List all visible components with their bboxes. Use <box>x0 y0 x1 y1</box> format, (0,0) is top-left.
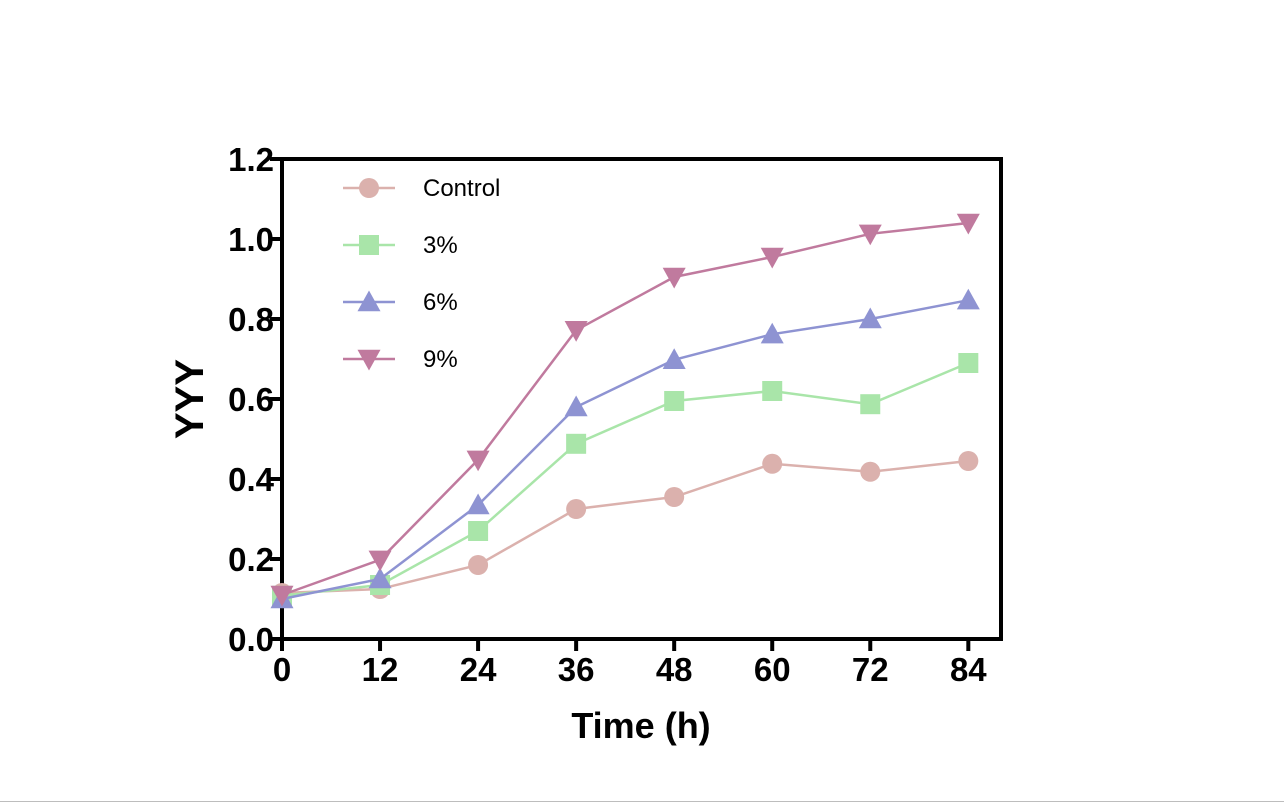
legend-marker <box>359 235 379 255</box>
legend-item: 6% <box>343 289 458 316</box>
series-line <box>281 361 969 598</box>
data-point <box>760 247 784 269</box>
data-point <box>956 213 980 235</box>
x-axis-ticks: 0 12 24 36 48 60 72 84 <box>273 639 987 688</box>
x-tick-label: 60 <box>754 651 791 688</box>
data-point <box>762 453 783 474</box>
legend-marker <box>357 290 381 312</box>
data-point <box>468 555 489 575</box>
data-point <box>958 353 979 373</box>
series-line <box>281 221 969 597</box>
x-tick-label: 72 <box>852 651 889 688</box>
legend-marker <box>359 178 379 198</box>
data-point <box>468 521 489 541</box>
series-line <box>281 459 969 595</box>
data-point <box>662 267 686 289</box>
y-tick-label: 0.0 <box>228 621 274 658</box>
data-point <box>860 394 881 415</box>
data-point <box>466 450 490 472</box>
x-tick-label: 48 <box>656 651 693 688</box>
y-tick-label: 0.4 <box>228 461 275 498</box>
y-axis-ticks: 0.0 0.2 0.4 0.6 0.8 1.0 1.2 <box>228 141 282 658</box>
data-point <box>368 550 392 572</box>
legend: Control 3% 6% 9% <box>343 175 500 373</box>
legend-label: 9% <box>423 346 458 373</box>
x-tick-label: 24 <box>460 651 497 688</box>
legend-label: Control <box>423 175 500 202</box>
series-3 <box>270 213 980 607</box>
data-point <box>270 585 294 607</box>
data-point <box>664 391 685 411</box>
data-point <box>566 499 587 519</box>
y-tick-label: 0.6 <box>228 381 274 418</box>
series-2 <box>270 288 980 609</box>
data-point <box>368 567 392 589</box>
y-axis-label: YYY <box>168 359 212 439</box>
data-point <box>664 487 685 507</box>
legend-label: 6% <box>423 289 458 316</box>
data-point <box>564 321 588 342</box>
x-tick-label: 12 <box>362 651 399 688</box>
x-tick-label: 0 <box>273 651 291 688</box>
legend-item: 3% <box>343 232 458 259</box>
data-point <box>858 224 882 246</box>
data-point <box>564 395 588 417</box>
data-point <box>762 381 783 401</box>
legend-marker <box>357 349 381 371</box>
x-tick-label: 36 <box>558 651 595 688</box>
y-tick-label: 0.8 <box>228 301 274 338</box>
y-tick-label: 1.2 <box>228 141 274 178</box>
bottom-divider <box>0 801 1284 802</box>
data-point <box>956 288 980 310</box>
y-tick-label: 1.0 <box>228 221 274 258</box>
series-layer <box>270 213 980 609</box>
data-point <box>858 307 882 329</box>
data-point <box>662 348 686 369</box>
data-point <box>466 493 490 515</box>
legend-item: 9% <box>343 346 458 373</box>
legend-item: Control <box>343 175 500 202</box>
data-point <box>566 433 587 454</box>
x-axis-label: Time (h) <box>571 705 710 746</box>
legend-label: 3% <box>423 232 458 259</box>
y-tick-label: 0.2 <box>228 541 274 578</box>
data-point <box>958 451 979 471</box>
x-tick-label: 84 <box>950 651 987 688</box>
data-point <box>860 461 881 482</box>
series-line <box>281 298 969 601</box>
data-point <box>760 322 784 344</box>
